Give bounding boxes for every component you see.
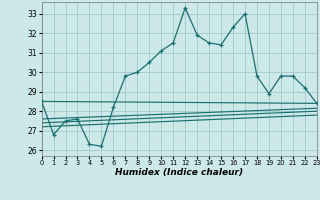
X-axis label: Humidex (Indice chaleur): Humidex (Indice chaleur)	[115, 168, 243, 177]
